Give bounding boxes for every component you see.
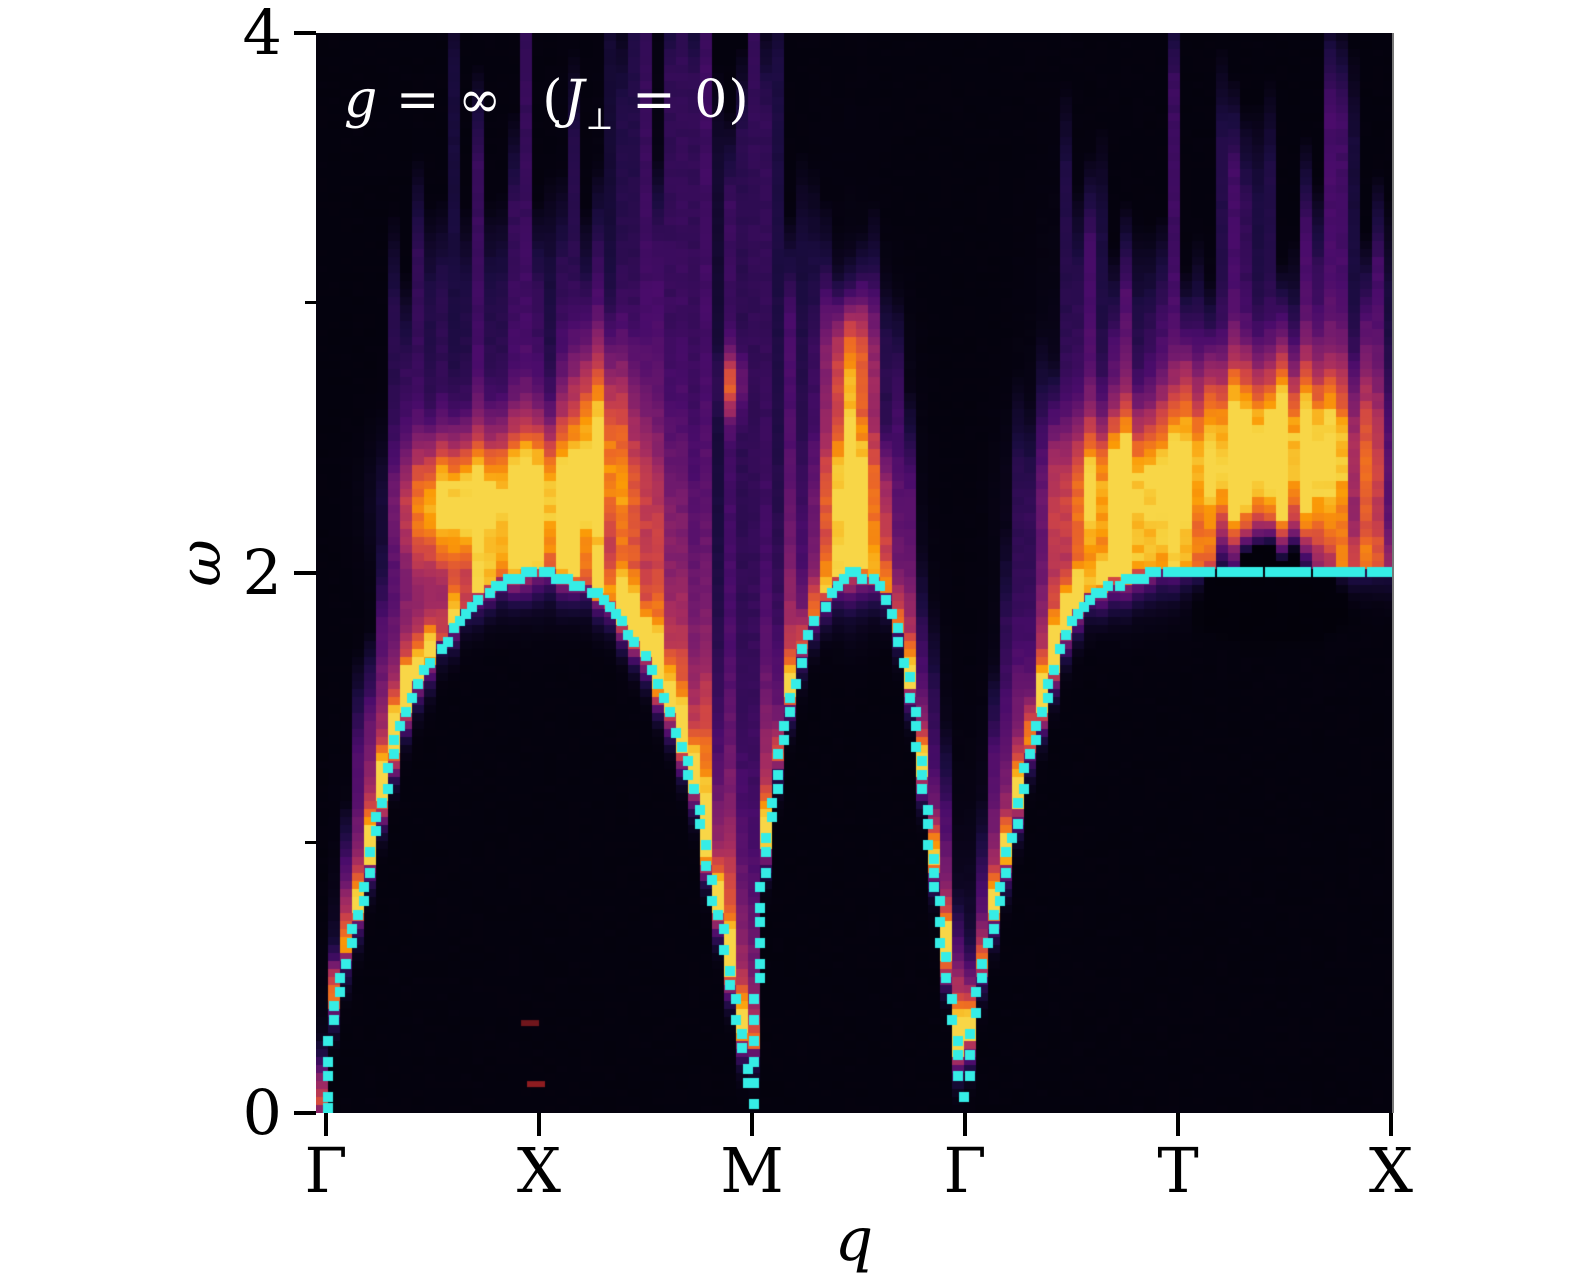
x-tick-t bbox=[1176, 1113, 1180, 1136]
x-tick-label-x1: X bbox=[516, 1134, 562, 1207]
x-tick-label-m: M bbox=[720, 1134, 784, 1207]
x-tick-label-x2: X bbox=[1368, 1134, 1414, 1207]
annotation-open-paren: ( bbox=[542, 70, 564, 130]
y-tick-0 bbox=[294, 1111, 316, 1115]
y-tick-4 bbox=[294, 31, 316, 35]
y-minor-tick-1 bbox=[305, 841, 316, 844]
y-tick-label-4: 4 bbox=[242, 0, 282, 69]
perp-subscript: ⊥ bbox=[585, 102, 615, 137]
x-tick-label-t: T bbox=[1157, 1134, 1199, 1207]
y-tick-label-2: 2 bbox=[242, 536, 282, 609]
plot-right-spine bbox=[1392, 33, 1394, 1113]
x-axis-label-q: q bbox=[834, 1205, 874, 1275]
y-axis-label-omega: ω bbox=[166, 539, 234, 587]
x-tick-m bbox=[750, 1113, 754, 1136]
y-minor-tick-3 bbox=[305, 301, 316, 304]
annotation-eq: = bbox=[378, 70, 458, 130]
x-tick-label-gamma1: Γ bbox=[304, 1134, 348, 1207]
y-tick-label-0: 0 bbox=[242, 1076, 282, 1149]
x-tick-x2 bbox=[1389, 1113, 1393, 1136]
y-tick-2 bbox=[294, 571, 316, 575]
annotation-close: = 0) bbox=[614, 70, 750, 130]
x-tick-gamma2 bbox=[963, 1113, 967, 1136]
x-tick-gamma1 bbox=[324, 1113, 328, 1136]
x-tick-label-gamma2: Γ bbox=[943, 1134, 987, 1207]
heatmap-plot-area bbox=[316, 33, 1392, 1113]
infinity-symbol: ∞ bbox=[457, 70, 503, 130]
coupling-annotation: g = ∞ (J⊥ = 0) bbox=[344, 70, 750, 137]
annotation-J: J bbox=[563, 70, 586, 130]
x-tick-x1 bbox=[537, 1113, 541, 1136]
annotation-g: g bbox=[344, 70, 379, 130]
